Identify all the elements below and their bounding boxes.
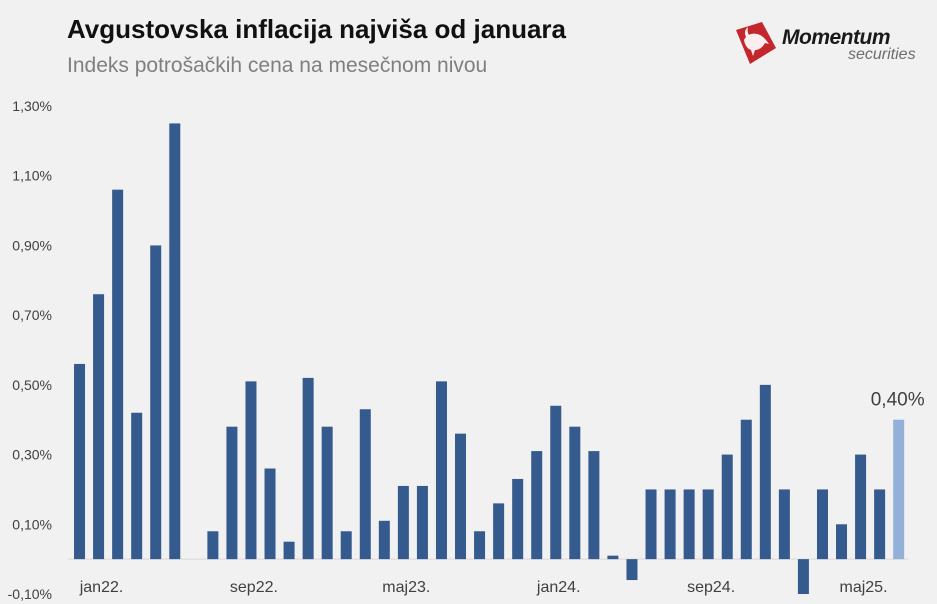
chart-title: Avgustovska inflacija najviša od januara (67, 14, 567, 44)
bar-dec24 (740, 419, 752, 560)
bar-maj24 (607, 555, 619, 560)
bar-sep22 (226, 426, 238, 560)
bar-okt22 (245, 381, 257, 560)
y-tick-label: 0,30% (12, 447, 52, 463)
x-tick-label: jan22. (79, 579, 124, 596)
bar-apr25 (816, 489, 828, 560)
bar-jun24 (626, 559, 638, 581)
y-tick-label: 0,50% (12, 377, 52, 393)
y-tick-label: 1,10% (12, 168, 52, 184)
y-tick-label: 0,70% (12, 307, 52, 323)
bar-feb24 (550, 405, 562, 560)
bar-avg25 (893, 419, 905, 560)
y-tick-label: 1,30% (12, 98, 52, 114)
logo-wordmark: Momentum (782, 26, 891, 49)
bar-avg24 (664, 489, 676, 560)
bar-maj23 (378, 520, 390, 560)
bar-sep23 (455, 433, 467, 560)
bar-okt23 (474, 531, 486, 560)
bar-nov22 (264, 468, 276, 560)
bar-mar25 (797, 559, 809, 594)
bar-apr23 (359, 409, 371, 560)
y-tick-label: 0,90% (12, 237, 52, 253)
bar-jun23 (397, 485, 409, 560)
bar-dec22 (283, 541, 295, 560)
bar-maj22 (150, 245, 162, 560)
x-tick-label: maj25. (840, 579, 888, 596)
bull-logo-icon (736, 22, 776, 64)
bar-jun22 (169, 123, 181, 560)
logo-subtitle: securities (848, 46, 916, 63)
bar-nov24 (721, 454, 733, 560)
bar-mar23 (340, 531, 352, 560)
bar-okt24 (702, 489, 714, 560)
bar-jun25 (855, 454, 867, 560)
bar-jul23 (416, 485, 428, 560)
data-label: 0,40% (871, 390, 925, 411)
bar-avg23 (435, 381, 447, 560)
y-tick-label: -0,10% (8, 586, 52, 602)
x-tick-label: maj23. (382, 579, 430, 596)
bar-jan25 (759, 384, 771, 560)
bar-mar22 (112, 189, 124, 560)
bar-feb25 (778, 489, 790, 560)
chart-subtitle: Indeks potrošačkih cena na mesečnom nivo… (67, 54, 488, 77)
bar-mar24 (569, 426, 581, 560)
bar-jul25 (874, 489, 886, 560)
momentum-securities-logo: Momentum securities (732, 20, 927, 70)
bar-jan22 (74, 363, 86, 560)
bar-apr24 (588, 451, 600, 560)
y-tick-label: 0,10% (12, 516, 52, 532)
x-tick-label: sep24. (687, 579, 735, 596)
bar-jan24 (531, 451, 543, 560)
bar-sep24 (683, 489, 695, 560)
bar-avg22 (207, 531, 219, 560)
x-tick-label: sep22. (230, 579, 278, 596)
bar-dec23 (512, 478, 524, 560)
bar-feb23 (321, 426, 333, 560)
bar-feb22 (93, 294, 105, 560)
x-tick-label: jan24. (536, 579, 581, 596)
bar-nov23 (493, 503, 505, 560)
bar-jul24 (645, 489, 657, 560)
bar-maj25 (836, 524, 848, 560)
bar-jan23 (302, 377, 314, 560)
bar-apr22 (131, 412, 143, 560)
